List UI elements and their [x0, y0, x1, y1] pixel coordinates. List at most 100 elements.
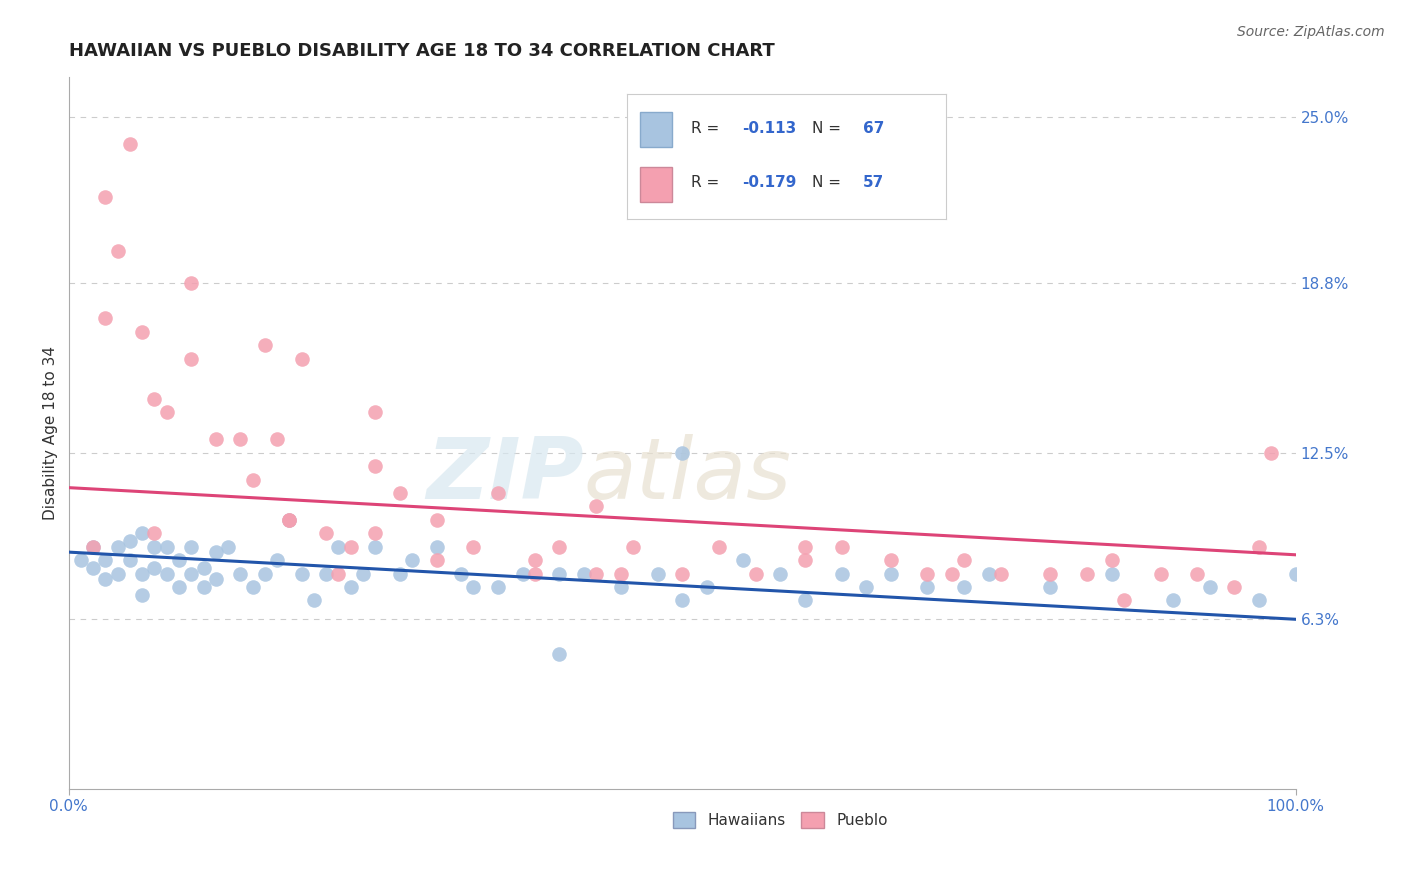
Point: [82, 540, 104, 554]
Point: [486, 486, 509, 500]
Point: [1076, 566, 1098, 581]
Point: [548, 540, 571, 554]
Point: [364, 459, 387, 474]
Point: [647, 566, 669, 581]
Point: [696, 580, 718, 594]
Point: [180, 566, 202, 581]
Point: [1101, 553, 1123, 567]
Point: [707, 540, 730, 554]
Point: [180, 277, 202, 291]
Point: [548, 647, 571, 661]
Point: [1187, 566, 1209, 581]
Point: [242, 580, 264, 594]
Point: [426, 540, 449, 554]
Point: [352, 566, 374, 581]
Point: [1039, 566, 1062, 581]
Point: [1039, 580, 1062, 594]
Point: [831, 566, 853, 581]
Point: [217, 540, 239, 554]
Point: [977, 566, 1000, 581]
Point: [585, 500, 607, 514]
Point: [291, 566, 314, 581]
Point: [229, 432, 252, 446]
Point: [364, 526, 387, 541]
Point: [1284, 566, 1306, 581]
Point: [671, 593, 693, 607]
Point: [229, 566, 252, 581]
Point: [180, 351, 202, 366]
Point: [585, 566, 607, 581]
Point: [107, 540, 129, 554]
Point: [671, 566, 693, 581]
Point: [193, 561, 215, 575]
Point: [831, 540, 853, 554]
Point: [302, 593, 325, 607]
Point: [609, 566, 631, 581]
Point: [855, 580, 877, 594]
Point: [1247, 540, 1270, 554]
Text: HAWAIIAN VS PUEBLO DISABILITY AGE 18 TO 34 CORRELATION CHART: HAWAIIAN VS PUEBLO DISABILITY AGE 18 TO …: [69, 42, 775, 60]
Y-axis label: Disability Age 18 to 34: Disability Age 18 to 34: [44, 345, 58, 519]
Point: [339, 540, 361, 554]
Point: [118, 553, 141, 567]
Point: [879, 566, 901, 581]
Point: [793, 593, 815, 607]
Point: [315, 526, 337, 541]
Point: [917, 580, 939, 594]
Point: [339, 580, 361, 594]
Point: [621, 540, 644, 554]
Point: [131, 526, 153, 541]
Point: [143, 540, 166, 554]
Point: [733, 553, 755, 567]
Point: [572, 566, 595, 581]
Point: [1112, 593, 1135, 607]
Point: [143, 561, 166, 575]
Point: [315, 566, 337, 581]
Legend: Hawaiians, Pueblo: Hawaiians, Pueblo: [666, 806, 894, 834]
Point: [291, 351, 314, 366]
Point: [953, 553, 976, 567]
Point: [990, 566, 1012, 581]
Point: [204, 572, 226, 586]
Point: [82, 540, 104, 554]
Point: [131, 566, 153, 581]
Point: [1149, 566, 1171, 581]
Point: [548, 566, 571, 581]
Point: [1223, 580, 1246, 594]
Point: [156, 405, 179, 419]
Point: [167, 580, 190, 594]
Point: [426, 553, 449, 567]
Point: [69, 553, 91, 567]
Point: [769, 566, 792, 581]
Point: [1161, 593, 1184, 607]
Point: [426, 513, 449, 527]
Point: [793, 540, 815, 554]
Point: [463, 580, 485, 594]
Point: [156, 540, 179, 554]
Point: [242, 473, 264, 487]
Point: [328, 540, 350, 554]
Point: [671, 446, 693, 460]
Point: [204, 545, 226, 559]
Point: [266, 432, 288, 446]
Point: [523, 566, 546, 581]
Point: [82, 561, 104, 575]
Point: [118, 534, 141, 549]
Point: [1247, 593, 1270, 607]
Text: ZIP: ZIP: [426, 434, 583, 516]
Point: [512, 566, 534, 581]
Point: [94, 311, 117, 326]
Point: [388, 486, 411, 500]
Point: [204, 432, 226, 446]
Text: Source: ZipAtlas.com: Source: ZipAtlas.com: [1237, 25, 1385, 39]
Point: [486, 580, 509, 594]
Point: [278, 513, 301, 527]
Point: [364, 540, 387, 554]
Point: [253, 566, 276, 581]
Point: [143, 392, 166, 406]
Point: [793, 553, 815, 567]
Point: [941, 566, 963, 581]
Point: [167, 553, 190, 567]
Point: [253, 338, 276, 352]
Point: [94, 553, 117, 567]
